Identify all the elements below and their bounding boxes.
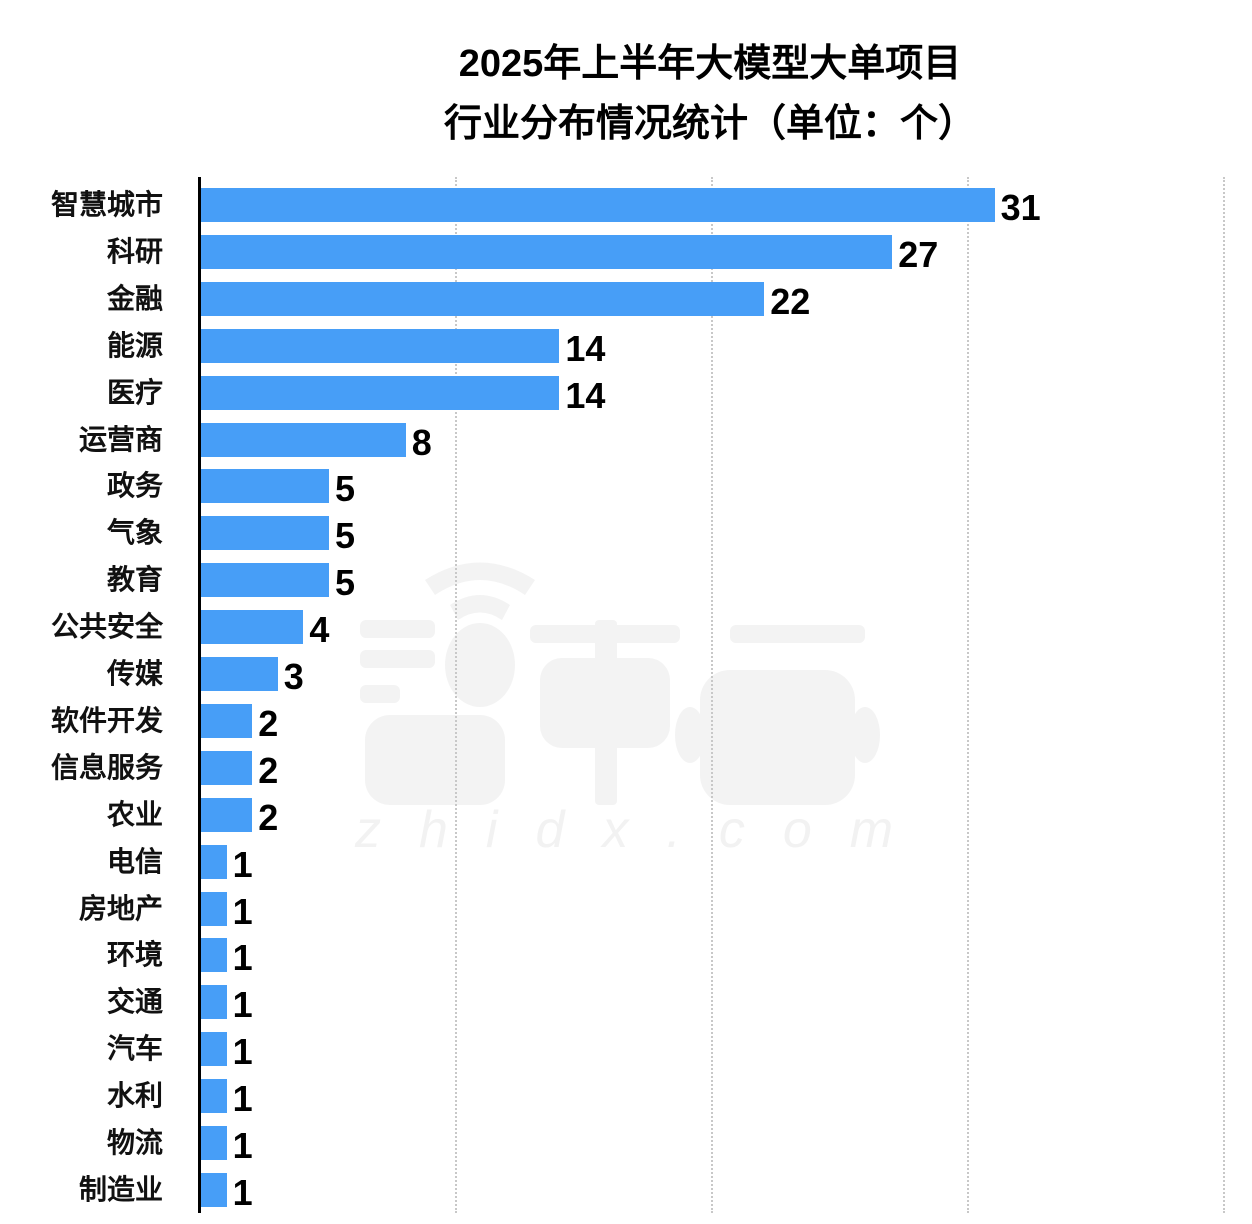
value-label: 2 — [258, 749, 279, 791]
value-label: 31 — [1000, 187, 1041, 228]
value-label: 3 — [283, 656, 304, 697]
value-label: 1 — [232, 890, 253, 932]
watermark-logo-icon — [360, 562, 880, 805]
bar — [201, 1126, 227, 1160]
bar-row: 医疗 14 — [0, 374, 1252, 416]
bar-row: 金融 22 — [0, 280, 1252, 322]
bar-row: 制造业 1 — [0, 1171, 1252, 1213]
bar — [201, 750, 253, 785]
value-label: 1 — [232, 1125, 253, 1166]
bar-row: 信息服务 2 — [0, 749, 1252, 791]
category-label: 科研 — [106, 235, 163, 267]
bar — [201, 328, 560, 363]
bar-row: 传媒 3 — [0, 656, 1252, 697]
y-axis-line — [198, 177, 201, 1213]
bar — [201, 234, 893, 269]
value-label: 2 — [258, 796, 279, 838]
bar — [201, 563, 329, 598]
bar — [201, 844, 227, 879]
bar-row: 智慧城市 31 — [0, 187, 1252, 228]
value-label: 14 — [565, 374, 606, 416]
category-label: 交通 — [106, 986, 163, 1018]
category-label: 气象 — [106, 517, 163, 549]
value-label: 8 — [411, 421, 432, 463]
value-label: 2 — [258, 702, 279, 744]
category-label: 汽车 — [106, 1033, 163, 1065]
bar-row: 交通 1 — [0, 984, 1252, 1026]
value-label: 14 — [565, 327, 606, 369]
bar — [201, 797, 253, 832]
bar — [201, 188, 995, 222]
bar-row: 汽车 1 — [0, 1031, 1252, 1073]
bar-row: 教育 5 — [0, 562, 1252, 604]
category-label: 物流 — [106, 1127, 163, 1158]
value-label: 5 — [335, 562, 356, 604]
category-label: 信息服务 — [50, 751, 163, 783]
category-label: 电信 — [106, 845, 163, 877]
category-label: 运营商 — [78, 423, 163, 455]
value-label: 1 — [232, 1078, 253, 1120]
category-label: 农业 — [106, 798, 163, 830]
value-label: 1 — [232, 937, 253, 979]
category-label: 教育 — [106, 564, 163, 596]
gridline-10 — [455, 177, 457, 1213]
bar — [201, 281, 765, 316]
bar-row: 房地产 1 — [0, 890, 1252, 932]
value-label: 1 — [232, 984, 253, 1026]
bar-row: 政务 5 — [0, 468, 1252, 510]
bar-row: 农业 2 — [0, 796, 1252, 838]
bar — [201, 375, 560, 410]
bar-row: 科研 27 — [0, 233, 1252, 275]
bar — [201, 985, 227, 1020]
category-label: 医疗 — [106, 376, 163, 408]
bar — [201, 703, 253, 738]
bar — [201, 657, 278, 691]
category-label: 政务 — [106, 470, 163, 502]
value-label: 22 — [770, 280, 811, 322]
category-label: 能源 — [106, 329, 163, 361]
bar — [201, 610, 304, 645]
bar — [201, 891, 227, 926]
bar-row: 物流 1 — [0, 1125, 1252, 1166]
watermark-url: zhidx.com — [355, 801, 932, 859]
category-label: 制造业 — [78, 1173, 163, 1205]
category-label: 环境 — [106, 939, 163, 971]
bar-row: 气象 5 — [0, 515, 1252, 557]
bar — [201, 1032, 227, 1067]
bar-row: 软件开发 2 — [0, 702, 1252, 744]
bar-row: 电信 1 — [0, 843, 1252, 885]
category-label: 软件开发 — [50, 704, 163, 736]
bar-row: 运营商 8 — [0, 421, 1252, 463]
value-label: 27 — [898, 233, 939, 275]
gridline-40 — [1223, 177, 1225, 1213]
chart-title-line1: 2025年上半年大模型大单项目 — [458, 43, 962, 85]
bar — [201, 422, 406, 457]
bar — [201, 1079, 227, 1114]
gridline-30 — [967, 177, 969, 1213]
category-label: 金融 — [106, 282, 163, 314]
value-label: 5 — [335, 515, 356, 557]
value-label: 5 — [335, 468, 356, 510]
value-label: 4 — [309, 609, 330, 651]
bar-row: 水利 1 — [0, 1078, 1252, 1120]
value-label: 1 — [232, 1031, 253, 1073]
category-label: 智慧城市 — [50, 189, 163, 220]
category-label: 水利 — [106, 1080, 163, 1112]
category-label: 传媒 — [106, 658, 163, 689]
gridline-20 — [711, 177, 713, 1213]
chart-title-line2: 行业分布情况统计（单位：个） — [443, 103, 976, 145]
bar — [201, 938, 227, 973]
bar — [201, 516, 329, 551]
category-label: 房地产 — [78, 892, 163, 924]
bar-row: 环境 1 — [0, 937, 1252, 979]
value-label: 1 — [232, 843, 253, 885]
bar-row: 公共安全 4 — [0, 609, 1252, 651]
value-label: 1 — [232, 1171, 253, 1213]
bar — [201, 469, 329, 504]
category-label: 公共安全 — [50, 611, 163, 643]
bar — [201, 1172, 227, 1207]
bar-row: 能源 14 — [0, 327, 1252, 369]
